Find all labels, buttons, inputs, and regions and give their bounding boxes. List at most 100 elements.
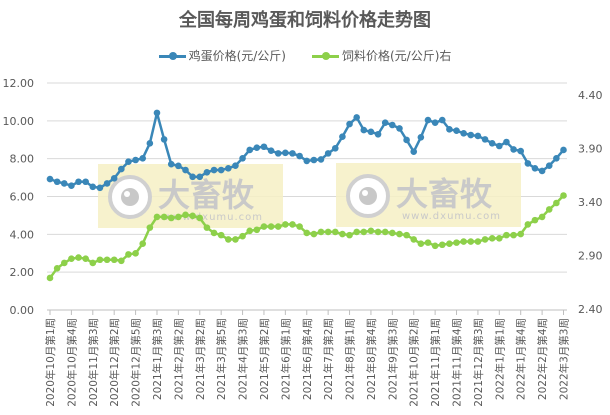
data-point[interactable] (189, 173, 196, 181)
data-point[interactable] (182, 211, 189, 219)
data-point[interactable] (331, 144, 339, 152)
data-point[interactable] (96, 256, 104, 264)
data-point[interactable] (438, 241, 446, 249)
data-point[interactable] (96, 184, 104, 192)
data-point[interactable] (389, 229, 396, 237)
data-point[interactable] (282, 149, 289, 157)
data-point[interactable] (53, 178, 61, 186)
data-point[interactable] (324, 228, 332, 236)
data-point[interactable] (531, 165, 539, 172)
data-point[interactable] (274, 223, 282, 230)
data-point[interactable] (453, 127, 460, 134)
data-point[interactable] (317, 156, 325, 163)
data-point[interactable] (360, 126, 368, 134)
data-point[interactable] (438, 116, 446, 124)
data-point[interactable] (153, 213, 161, 221)
data-point[interactable] (132, 250, 139, 257)
data-point[interactable] (517, 230, 525, 238)
data-point[interactable] (538, 213, 546, 221)
data-point[interactable] (103, 180, 111, 187)
data-point[interactable] (296, 152, 303, 160)
data-point[interactable] (160, 213, 168, 221)
data-point[interactable] (89, 259, 97, 267)
data-point[interactable] (260, 143, 268, 151)
data-point[interactable] (367, 227, 375, 235)
legend-item-feed-price[interactable]: 饲料价格(元/公斤)右 (312, 47, 451, 64)
data-point[interactable] (260, 223, 268, 230)
data-point[interactable] (246, 227, 253, 235)
data-point[interactable] (324, 150, 332, 157)
data-point[interactable] (424, 116, 432, 124)
data-point[interactable] (153, 109, 161, 117)
data-point[interactable] (203, 224, 211, 231)
data-point[interactable] (46, 274, 54, 282)
data-point[interactable] (503, 138, 510, 146)
data-point[interactable] (524, 160, 532, 167)
data-point[interactable] (82, 178, 89, 186)
data-point[interactable] (75, 254, 82, 261)
data-point[interactable] (317, 228, 325, 236)
data-point[interactable] (403, 231, 410, 239)
data-point[interactable] (467, 131, 475, 139)
data-point[interactable] (545, 162, 553, 169)
data-point[interactable] (553, 154, 560, 162)
data-point[interactable] (75, 178, 82, 186)
data-point[interactable] (524, 221, 532, 228)
data-point[interactable] (453, 239, 460, 246)
data-point[interactable] (339, 230, 346, 238)
data-point[interactable] (296, 223, 303, 230)
data-point[interactable] (118, 165, 125, 173)
data-point[interactable] (125, 158, 132, 165)
data-point[interactable] (410, 148, 418, 155)
data-point[interactable] (346, 120, 353, 128)
data-point[interactable] (289, 221, 296, 228)
data-point[interactable] (474, 238, 482, 245)
data-point[interactable] (60, 180, 68, 187)
data-point[interactable] (331, 228, 339, 236)
data-point[interactable] (481, 136, 489, 143)
data-point[interactable] (68, 182, 75, 190)
data-point[interactable] (289, 150, 296, 157)
data-point[interactable] (239, 232, 246, 240)
data-point[interactable] (339, 133, 346, 141)
data-point[interactable] (353, 228, 360, 236)
data-point[interactable] (446, 240, 453, 247)
data-point[interactable] (167, 160, 175, 168)
data-point[interactable] (210, 166, 218, 174)
data-point[interactable] (303, 229, 311, 237)
data-point[interactable] (496, 235, 503, 242)
data-point[interactable] (146, 224, 154, 231)
data-point[interactable] (374, 130, 382, 138)
data-point[interactable] (224, 165, 232, 172)
data-point[interactable] (410, 236, 418, 243)
data-point[interactable] (545, 206, 553, 213)
data-point[interactable] (110, 175, 118, 182)
data-point[interactable] (246, 146, 253, 154)
data-point[interactable] (346, 231, 353, 239)
data-point[interactable] (367, 128, 375, 136)
data-point[interactable] (103, 256, 111, 264)
data-point[interactable] (510, 146, 517, 153)
data-point[interactable] (110, 256, 118, 264)
data-point[interactable] (224, 236, 232, 243)
data-point[interactable] (374, 228, 382, 236)
data-point[interactable] (203, 168, 211, 176)
data-point[interactable] (196, 214, 204, 222)
data-point[interactable] (118, 257, 125, 265)
data-point[interactable] (474, 132, 482, 140)
data-point[interactable] (217, 166, 225, 174)
data-point[interactable] (417, 133, 425, 141)
data-point[interactable] (46, 175, 54, 183)
data-point[interactable] (68, 255, 75, 262)
data-point[interactable] (481, 236, 489, 243)
data-point[interactable] (53, 265, 61, 272)
data-point[interactable] (310, 230, 318, 238)
data-point[interactable] (488, 140, 496, 147)
data-point[interactable] (267, 147, 275, 155)
data-point[interactable] (496, 142, 503, 150)
data-point[interactable] (189, 212, 196, 220)
data-point[interactable] (175, 162, 182, 170)
data-point[interactable] (282, 221, 289, 228)
data-point[interactable] (431, 242, 439, 250)
data-point[interactable] (253, 226, 261, 234)
